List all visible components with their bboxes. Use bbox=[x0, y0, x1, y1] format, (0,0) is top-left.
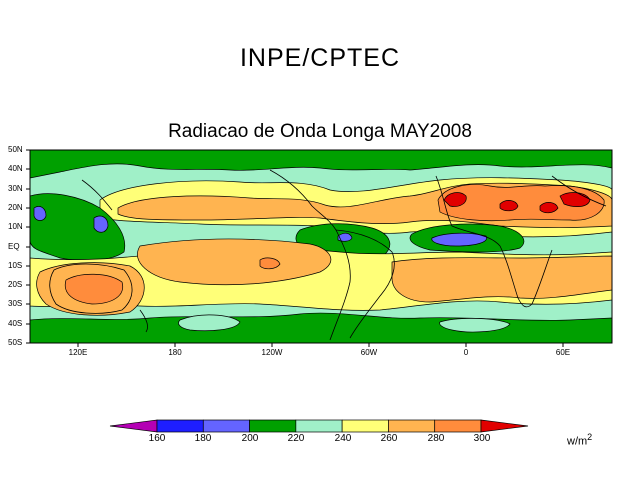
lat-label: 10S bbox=[8, 261, 23, 270]
olr-hotspot-sahara bbox=[437, 184, 605, 222]
colorbar-segment bbox=[341, 419, 389, 433]
olr-south-240-a bbox=[178, 314, 241, 332]
olr-warm-pool bbox=[30, 193, 126, 261]
olr-spacific-300 bbox=[259, 257, 281, 270]
units-text: w/m bbox=[567, 435, 588, 448]
colorbar-segment bbox=[156, 419, 204, 433]
lat-label: 20S bbox=[8, 280, 23, 289]
colorbar-segment bbox=[109, 419, 158, 433]
colorbar-label: 240 bbox=[334, 433, 352, 444]
olr-band-safrica-280 bbox=[391, 255, 612, 303]
colorbar-label: 160 bbox=[148, 433, 166, 444]
lat-label: 50S bbox=[8, 338, 23, 347]
olr-warm-pool-low-b bbox=[33, 206, 47, 221]
colorbar-label: 300 bbox=[473, 433, 491, 444]
colorbar-label: 180 bbox=[194, 433, 212, 444]
lat-label: 50N bbox=[8, 145, 23, 154]
lat-label: 40N bbox=[8, 164, 23, 173]
olr-peak-iran bbox=[559, 192, 591, 207]
colorbar-label: 280 bbox=[427, 433, 445, 444]
lon-label: 120W bbox=[261, 348, 283, 357]
lat-label: 30S bbox=[8, 299, 23, 308]
lon-label: 60W bbox=[360, 348, 378, 357]
olr-south-240-b bbox=[439, 318, 511, 333]
olr-band-north-200 bbox=[30, 150, 612, 179]
lat-label: EQ bbox=[8, 242, 20, 251]
lon-label: 0 bbox=[463, 348, 469, 357]
colorbar-segment bbox=[434, 419, 482, 433]
lon-label: 60E bbox=[555, 348, 571, 357]
colorbar-segment bbox=[295, 419, 343, 433]
coastlines bbox=[49, 169, 607, 341]
olr-itcz-atlantic-low bbox=[431, 232, 488, 247]
colorbar-label: 260 bbox=[380, 433, 398, 444]
map-title: Radiacao de Onda Longa MAY2008 bbox=[168, 121, 472, 142]
lat-label: 40S bbox=[8, 319, 23, 328]
lat-label: 20N bbox=[8, 203, 23, 212]
olr-peak-sahara bbox=[443, 192, 467, 207]
colorbar-label: 200 bbox=[241, 433, 259, 444]
olr-band-stropic-280 bbox=[137, 238, 332, 286]
olr-amazon-low bbox=[337, 232, 353, 242]
units-exponent: 2 bbox=[587, 432, 593, 442]
olr-australia-300 bbox=[64, 273, 124, 305]
colorbar-segment bbox=[480, 419, 529, 433]
lat-label: 10N bbox=[8, 222, 23, 231]
colorbar-segment bbox=[388, 419, 436, 433]
lon-label: 180 bbox=[168, 348, 182, 357]
page-title: INPE/CPTEC bbox=[239, 44, 401, 72]
colorbar-units: w/m2 bbox=[567, 432, 592, 448]
olr-peak-arabia bbox=[539, 202, 559, 214]
colorbar-segment bbox=[202, 419, 250, 433]
colorbar-segment bbox=[249, 419, 297, 433]
axis-ticks bbox=[26, 149, 564, 347]
lat-label: 30N bbox=[8, 184, 23, 193]
olr-warm-pool-low-a bbox=[93, 215, 109, 233]
colorbar-label: 220 bbox=[287, 433, 305, 444]
lon-label: 120E bbox=[68, 348, 88, 357]
olr-peak-egypt bbox=[499, 200, 519, 212]
